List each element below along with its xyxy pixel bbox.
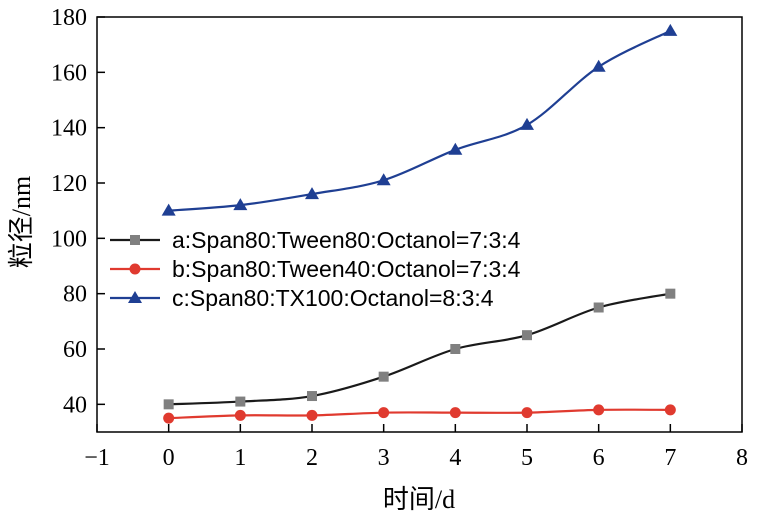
x-tick-label: −1 <box>84 445 110 471</box>
series-c-line <box>168 29 671 212</box>
x-tick-label: 8 <box>736 445 748 471</box>
y-tick-label: 120 <box>51 171 87 197</box>
series-a-line <box>168 292 671 406</box>
series-a-point <box>235 396 246 407</box>
y-tick-label: 140 <box>51 116 87 142</box>
legend-entry-c: c:Span80:TX100:Octanol=8:3:4 <box>110 285 494 311</box>
series-b-point <box>306 409 318 421</box>
series-b <box>163 404 676 424</box>
y-axis-title: 粒径/nm <box>7 176 36 268</box>
legend-label: a:Span80:Tween80:Octanol=7:3:4 <box>172 227 521 253</box>
series-c <box>161 23 678 216</box>
series-c-point <box>161 203 176 216</box>
legend-label: b:Span80:Tween40:Octanol=7:3:4 <box>172 256 521 282</box>
series-a-point <box>522 330 532 341</box>
legend-marker <box>129 263 141 275</box>
series-a <box>163 288 676 410</box>
y-tick-label: 40 <box>63 392 87 418</box>
x-tick-label: 3 <box>378 445 390 471</box>
y-tick-label: 100 <box>51 226 87 252</box>
series-c-point <box>663 23 678 36</box>
y-tick-label: 180 <box>51 5 87 31</box>
series-a-point <box>450 344 461 354</box>
legend-marker <box>130 235 140 245</box>
x-tick-label: 0 <box>163 445 175 471</box>
series-c-point <box>448 142 463 155</box>
x-tick-label: 7 <box>664 445 676 471</box>
series-c-point <box>591 59 606 72</box>
x-tick-label: 5 <box>521 445 533 471</box>
legend: a:Span80:Tween80:Octanol=7:3:4 b:Span80:T… <box>110 227 521 311</box>
x-axis-title: 时间/d <box>383 485 455 514</box>
legend-entry-b: b:Span80:Tween40:Octanol=7:3:4 <box>110 256 521 282</box>
y-tick-label: 60 <box>63 337 87 363</box>
series-a-point <box>665 288 676 299</box>
series-a-point <box>163 399 174 410</box>
axis-ticks: −1 0 1 2 3 4 5 6 7 8 40 60 80 100 120 140 160 180 <box>51 5 748 471</box>
legend-label: c:Span80:TX100:Octanol=8:3:4 <box>172 285 494 311</box>
legend-marker <box>128 291 142 303</box>
series-c-point <box>520 117 534 130</box>
series-b-point <box>664 404 676 416</box>
x-tick-label: 1 <box>234 445 246 471</box>
series-b-point <box>521 407 533 419</box>
series-a-point <box>378 371 389 382</box>
legend-entry-a: a:Span80:Tween80:Octanol=7:3:4 <box>110 227 521 253</box>
plot-frame <box>96 16 743 433</box>
y-tick-label: 160 <box>51 60 87 86</box>
x-tick-label: 2 <box>306 445 318 471</box>
series-b-point <box>593 404 605 416</box>
series-c-point <box>376 173 391 186</box>
series-a-point <box>307 391 317 402</box>
x-tick-label: 4 <box>449 445 461 471</box>
series-c-point <box>233 198 248 211</box>
series-b-line <box>168 408 671 420</box>
series-b-point <box>234 409 246 421</box>
x-tick-label: 6 <box>593 445 605 471</box>
series-layer <box>161 23 678 424</box>
series-b-point <box>163 412 175 424</box>
series-a-point <box>593 302 604 313</box>
series-b-point <box>378 407 390 419</box>
series-b-point <box>449 407 461 419</box>
y-tick-label: 80 <box>63 282 87 308</box>
series-c-point <box>305 187 319 200</box>
